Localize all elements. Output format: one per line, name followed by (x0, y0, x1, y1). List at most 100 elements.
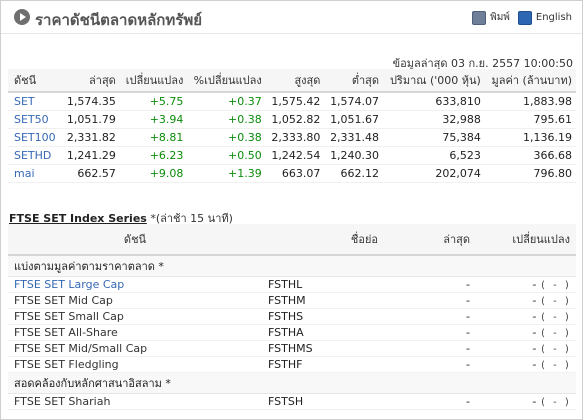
ftse-last: - (384, 276, 476, 293)
index-row: SET 1,574.35 +5.75 +0.37 1,575.42 1,574.… (8, 92, 576, 111)
ftse-group-label: แบ่งตามมูลค่าตามราคาตลาด * (8, 255, 576, 277)
col-volume: ปริมาณ ('000 หุ้น) (383, 69, 485, 93)
page-header: ราคาดัชนีตลาดหลักทรัพย์ พิมพ์ English (1, 1, 582, 34)
ftse-symbol: FSTHS (262, 308, 384, 325)
index-volume: 633,810 (383, 92, 485, 111)
english-language-link[interactable]: English (517, 10, 572, 25)
index-low: 2,331.48 (324, 128, 384, 147)
print-button[interactable]: พิมพ์ (472, 10, 510, 25)
index-last: 1,574.35 (61, 92, 120, 111)
ftse-index-name[interactable]: FTSE SET Fledgling (8, 356, 262, 373)
section-bullet-icon (14, 9, 30, 25)
index-last: 1,051.79 (61, 110, 120, 129)
ftse-last: - (384, 308, 476, 325)
index-value: 796.80 (484, 164, 576, 183)
ftse-group-label: สอดคล้องกับหลักศาสนาอิสลาม * (8, 372, 576, 394)
index-change: +9.08 (119, 164, 188, 183)
ftse-change: - (532, 294, 537, 307)
index-value: 1,136.19 (484, 128, 576, 147)
ftse-index-name[interactable]: FTSE SET Small Cap (8, 308, 262, 325)
index-high: 1,575.42 (265, 92, 325, 111)
col-value: มูลค่า (ล้านบาท) (484, 69, 576, 93)
index-change: +8.81 (119, 128, 188, 147)
ftse-index-name[interactable]: FTSE SET All-Share (8, 324, 262, 341)
ftse-group-row: สอดคล้องกับหลักศาสนาอิสลาม * (8, 372, 576, 394)
index-name[interactable]: mai (8, 164, 62, 183)
ftse-last: - (384, 356, 476, 373)
ftse-index-name[interactable]: FTSE SET Large Cap (8, 276, 262, 293)
ftse-row: FTSE SET All-Share FSTHA - - ( - ) (8, 324, 576, 341)
index-high: 2,333.80 (265, 128, 325, 147)
ftse-change-pct: ( - ) (539, 280, 570, 291)
ftse-change-cell: - ( - ) (476, 393, 576, 410)
index-pct-change: +0.37 (187, 92, 266, 111)
language-flag-icon (517, 10, 532, 25)
ftse-change: - (532, 358, 537, 371)
index-volume: 202,074 (383, 164, 485, 183)
col-high: สูงสุด (265, 69, 325, 93)
index-low: 1,574.07 (324, 92, 384, 111)
index-row: SET50 1,051.79 +3.94 +0.38 1,052.82 1,05… (8, 110, 576, 129)
ftse-row: FTSE SET Large Cap FSTHL - - ( - ) (8, 276, 576, 293)
ftse-index-name[interactable]: FTSE SET Mid Cap (8, 292, 262, 309)
index-change: +3.94 (119, 110, 188, 129)
ftse-change-pct: ( - ) (539, 296, 570, 307)
col-pct-change: %เปลี่ยนแปลง (187, 69, 266, 93)
ftse-change: - (532, 342, 537, 355)
ftse-change-cell: - ( - ) (476, 308, 576, 325)
ftse-last: - (384, 292, 476, 309)
ftse-row: FTSE SET Fledgling FSTHF - - ( - ) (8, 356, 576, 373)
ftse-row: FTSE SET Mid Cap FSTHM - - ( - ) (8, 292, 576, 309)
col-low: ต่ำสุด (324, 69, 384, 93)
header-actions: พิมพ์ English (472, 10, 572, 25)
index-change: +5.75 (119, 92, 188, 111)
ftse-col-last: ล่าสุด (384, 224, 476, 256)
index-table-header-row: ดัชนี ล่าสุด เปลี่ยนแปลง %เปลี่ยนแปลง สู… (8, 69, 576, 93)
index-name[interactable]: SETHD (8, 146, 62, 165)
ftse-change: - (532, 278, 537, 291)
ftse-col-symbol: ชื่อย่อ (262, 224, 384, 256)
last-updated-timestamp: ข้อมูลล่าสุด 03 ก.ย. 2557 10:00:50 (392, 57, 573, 70)
index-high: 663.07 (265, 164, 325, 183)
ftse-symbol: FSTSH (262, 393, 384, 410)
ftse-change-cell: - ( - ) (476, 356, 576, 373)
ftse-index-name[interactable]: FTSE SET Shariah (8, 393, 262, 410)
ftse-header-row: ดัชนี ชื่อย่อ ล่าสุด เปลี่ยนแปลง (8, 224, 576, 256)
index-volume: 6,523 (383, 146, 485, 165)
ftse-change-pct: ( - ) (539, 344, 570, 355)
ftse-index-name[interactable]: FTSE SET Mid/Small Cap (8, 340, 262, 357)
index-pct-change: +0.38 (187, 128, 266, 147)
ftse-title: FTSE SET Index Series (9, 212, 147, 225)
ftse-row: FTSE SET Small Cap FSTHS - - ( - ) (8, 308, 576, 325)
index-name[interactable]: SET (8, 92, 62, 111)
index-name[interactable]: SET100 (8, 128, 62, 147)
ftse-section-title: FTSE SET Index Series *(ล่าช้า 15 นาที) (9, 209, 233, 227)
index-name[interactable]: SET50 (8, 110, 62, 129)
printer-icon (472, 10, 487, 25)
ftse-change: - (532, 310, 537, 323)
ftse-last: - (384, 324, 476, 341)
ftse-change: - (532, 395, 537, 408)
ftse-col-index: ดัชนี (8, 224, 262, 256)
index-pct-change: +1.39 (187, 164, 266, 183)
ftse-change-cell: - ( - ) (476, 292, 576, 309)
ftse-symbol: FSTHM (262, 292, 384, 309)
ftse-symbol: FSTHL (262, 276, 384, 293)
index-high: 1,052.82 (265, 110, 325, 129)
col-index: ดัชนี (8, 69, 62, 93)
index-volume: 75,384 (383, 128, 485, 147)
index-value: 795.61 (484, 110, 576, 129)
ftse-row: FTSE SET Shariah FSTSH - - ( - ) (8, 393, 576, 410)
ftse-group-row: แบ่งตามมูลค่าตามราคาตลาด * (8, 255, 576, 277)
index-last: 662.57 (61, 164, 120, 183)
index-high: 1,242.54 (265, 146, 325, 165)
index-row: SET100 2,331.82 +8.81 +0.38 2,333.80 2,3… (8, 128, 576, 147)
index-low: 662.12 (324, 164, 384, 183)
page-title: ราคาดัชนีตลาดหลักทรัพย์ (35, 11, 202, 29)
english-label: English (535, 12, 572, 23)
ftse-change-cell: - ( - ) (476, 340, 576, 357)
ftse-symbol: FSTHMS (262, 340, 384, 357)
print-label: พิมพ์ (490, 12, 510, 23)
index-low: 1,240.30 (324, 146, 384, 165)
